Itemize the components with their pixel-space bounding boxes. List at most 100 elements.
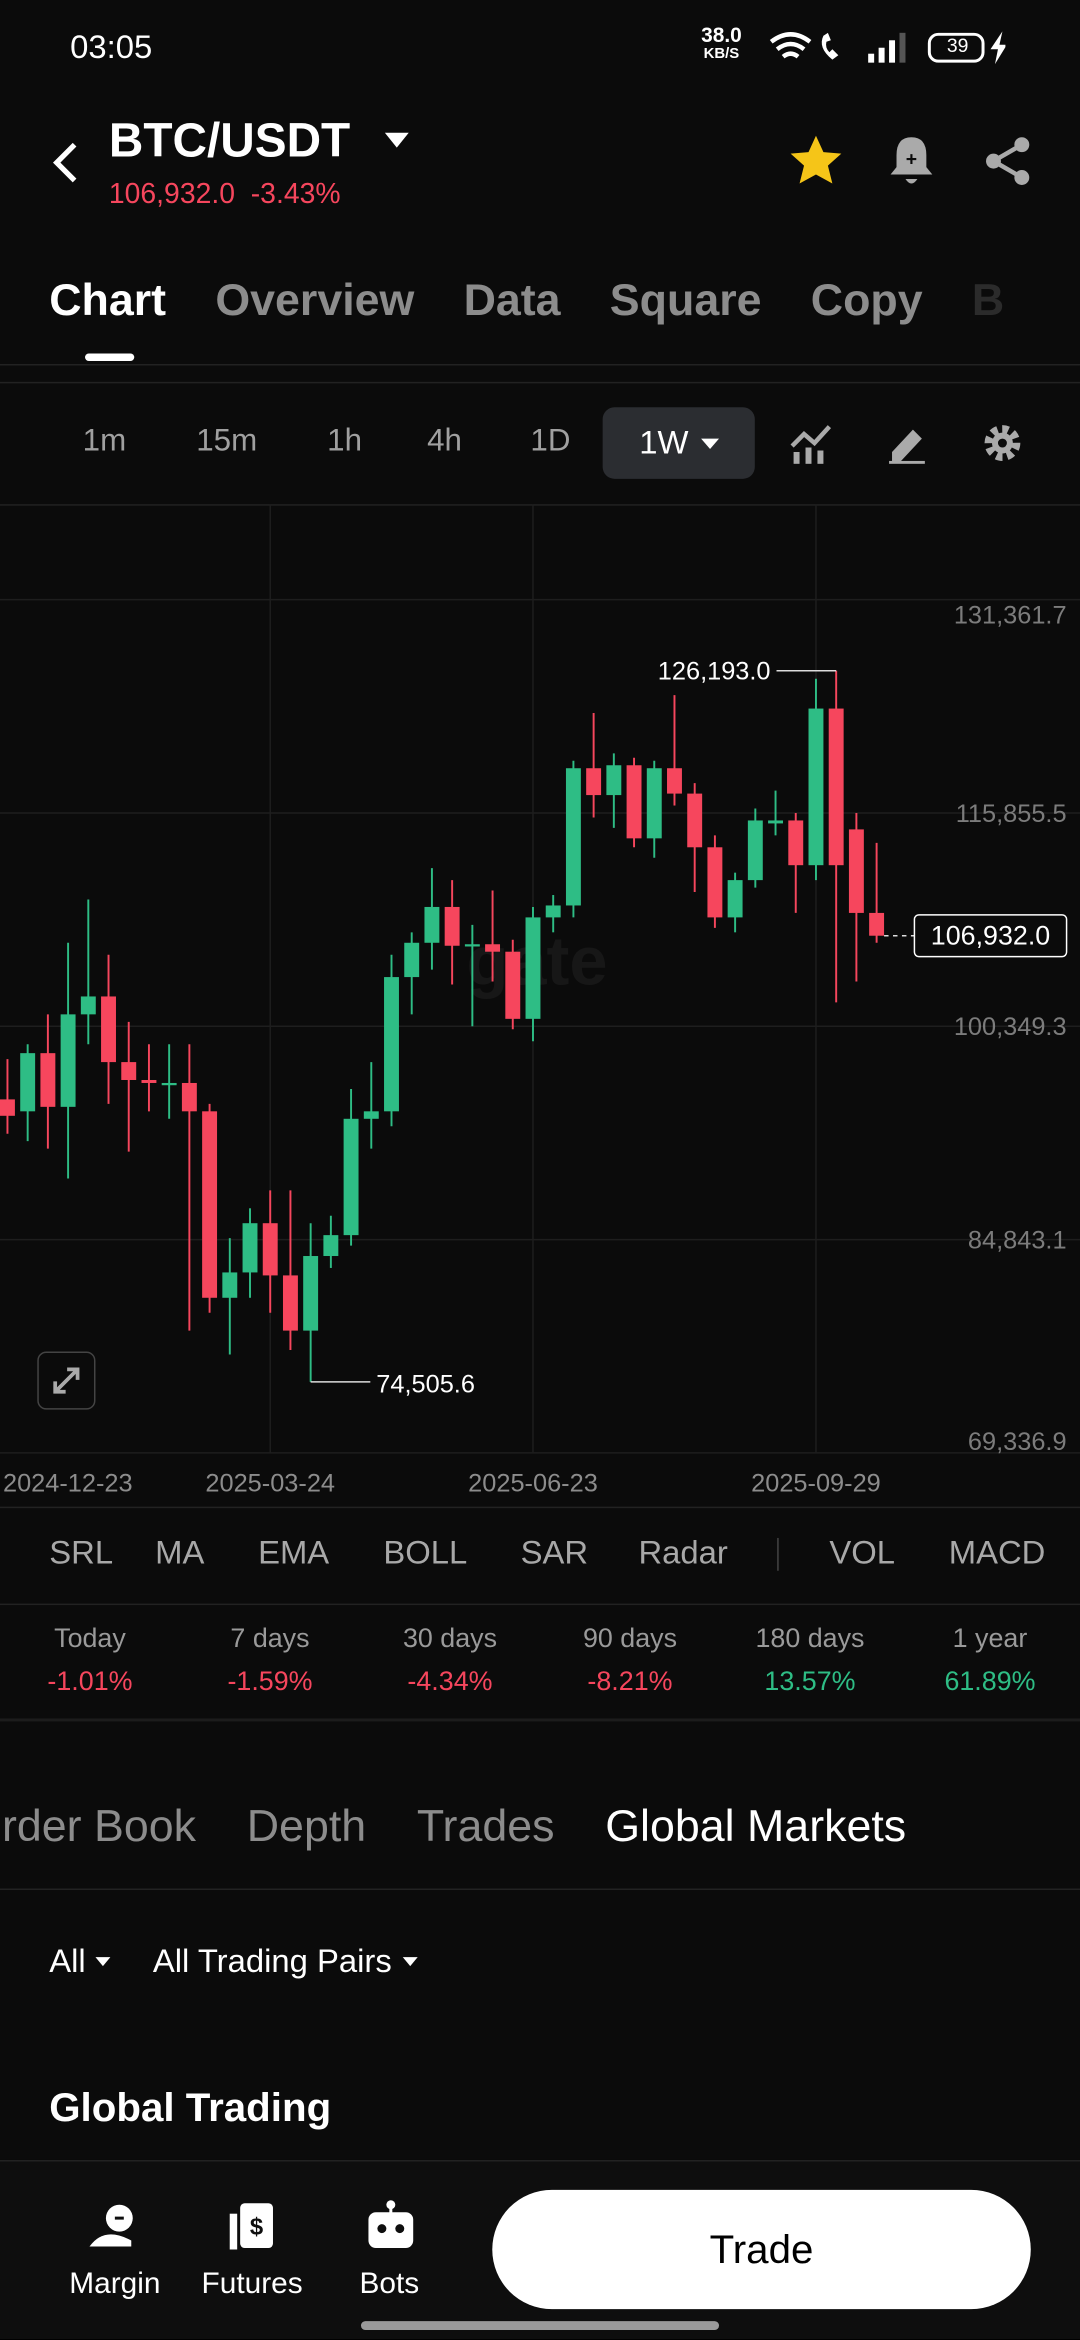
divider <box>0 381 1080 384</box>
max-label: 126,193.0 <box>658 658 771 686</box>
period: 90 days <box>582 1622 678 1653</box>
candle-body <box>80 996 96 1015</box>
candle-body <box>727 880 743 918</box>
interval[interactable]: 4h <box>427 423 462 458</box>
market-tab[interactable]: Global Markets <box>605 1801 907 1852</box>
candle-body <box>828 708 844 866</box>
trade-button[interactable]: Trade <box>492 2189 1031 2310</box>
min-label: 74,505.6 <box>376 1370 475 1398</box>
market-tab[interactable]: Trades <box>416 1801 555 1852</box>
candle-body <box>788 820 804 866</box>
interval-selected[interactable]: 1W <box>602 407 755 479</box>
settings[interactable] <box>982 422 1024 464</box>
tab[interactable]: Copy <box>810 275 923 326</box>
candlestick-chart: gate69,336.984,843.1100,349.3115,855.513… <box>0 504 1080 1498</box>
tab[interactable]: Square <box>609 275 762 326</box>
candle-body <box>384 977 399 1112</box>
interval[interactable]: 15m <box>196 423 258 458</box>
period: 7 days <box>230 1622 310 1653</box>
indicator[interactable]: MACD <box>948 1533 1046 1571</box>
candle-body <box>40 1053 56 1107</box>
indicator[interactable]: SRL <box>49 1533 114 1571</box>
market-tab[interactable]: Order Book <box>0 1801 197 1852</box>
change: -1.59% <box>227 1666 313 1697</box>
candle-body <box>848 829 864 913</box>
alert-bell[interactable]: + <box>888 133 939 190</box>
battery-level: 39 <box>946 34 969 57</box>
candle-body <box>202 1111 218 1298</box>
nav-item[interactable]: Futures <box>201 2267 303 2301</box>
candle-body <box>808 708 824 866</box>
margin-icon <box>89 2204 133 2247</box>
tab[interactable]: Overview <box>215 275 415 326</box>
candle-body <box>404 942 420 978</box>
pair-name[interactable]: BTC/USDT <box>108 113 351 168</box>
candle-body <box>505 951 521 1019</box>
candle-body <box>626 765 642 839</box>
performance-cell: 7 days -1.59% <box>180 1623 360 1698</box>
candle-body <box>343 1118 359 1236</box>
draw-tool[interactable] <box>886 422 928 464</box>
period: 180 days <box>755 1622 865 1653</box>
last-price-label: 106,932.0 <box>931 921 1050 951</box>
candle-body <box>323 1235 339 1257</box>
change: -1.01% <box>47 1666 133 1697</box>
interval[interactable]: 1h <box>327 423 363 458</box>
fullscreen-button[interactable] <box>37 1351 96 1410</box>
candle-body <box>667 768 682 794</box>
caret <box>402 1957 418 1967</box>
tab[interactable]: Chart <box>49 275 167 326</box>
divider <box>0 1888 1080 1890</box>
tab[interactable]: Data <box>463 275 561 326</box>
candle-body <box>101 996 116 1063</box>
y-tick-label: 131,361.7 <box>954 602 1067 630</box>
candle-body <box>747 820 763 881</box>
nav-item[interactable]: Margin <box>69 2267 161 2301</box>
x-tick-label: 2025-03-24 <box>205 1470 335 1498</box>
indicator[interactable]: BOLL <box>383 1533 468 1571</box>
interval[interactable]: 1D <box>530 423 571 458</box>
change: -4.34% <box>407 1666 493 1697</box>
indicator[interactable]: VOL <box>829 1533 896 1571</box>
candle-body <box>485 944 501 952</box>
share[interactable] <box>982 134 1036 188</box>
indicator[interactable]: EMA <box>258 1533 330 1571</box>
nav-item[interactable]: Bots <box>359 2267 420 2301</box>
pair-caret <box>384 132 409 148</box>
market-tab[interactable]: Depth <box>246 1801 367 1852</box>
net-speed: 38.0 KB/S <box>701 24 742 64</box>
tab[interactable]: B <box>971 275 1005 326</box>
back-button[interactable] <box>48 140 84 185</box>
clock: 03:05 <box>70 28 153 66</box>
caret <box>700 437 719 449</box>
divider <box>0 363 1080 366</box>
y-tick-label: 100,349.3 <box>954 1013 1067 1041</box>
candle-body <box>707 847 723 918</box>
filter[interactable]: All <box>49 1942 112 1981</box>
tab-bar: Chart Overview Data Square Copy B <box>49 276 1004 327</box>
indicator[interactable]: Radar <box>638 1533 728 1571</box>
interval[interactable]: 1m <box>82 423 127 458</box>
divider <box>0 504 1080 506</box>
bots-icon <box>368 2200 414 2249</box>
indicator-tool[interactable] <box>789 422 834 464</box>
change: 13.57% <box>764 1666 856 1697</box>
speed-unit: KB/S <box>703 46 740 63</box>
indicator[interactable]: SAR <box>520 1533 589 1571</box>
x-tick-label: 2024-12-23 <box>3 1470 133 1498</box>
candle-body <box>869 912 885 936</box>
filter[interactable]: All Trading Pairs <box>152 1942 418 1981</box>
change: 61.89% <box>944 1666 1036 1697</box>
change: -8.21% <box>587 1666 673 1697</box>
filter-label: All <box>49 1942 86 1980</box>
indicator[interactable]: MA <box>155 1533 205 1571</box>
last-price: 106,932.0 <box>108 179 235 211</box>
candle-body <box>646 768 662 839</box>
performance-cell: 90 days -8.21% <box>540 1623 720 1698</box>
filter-label: All Trading Pairs <box>152 1942 392 1980</box>
favorite-star[interactable] <box>788 133 848 190</box>
period: 1 year <box>952 1622 1028 1653</box>
candle-body <box>464 944 480 947</box>
indicator-bar: SRL MA EMA BOLL SAR Radar VOL MACD <box>0 1533 1080 1578</box>
